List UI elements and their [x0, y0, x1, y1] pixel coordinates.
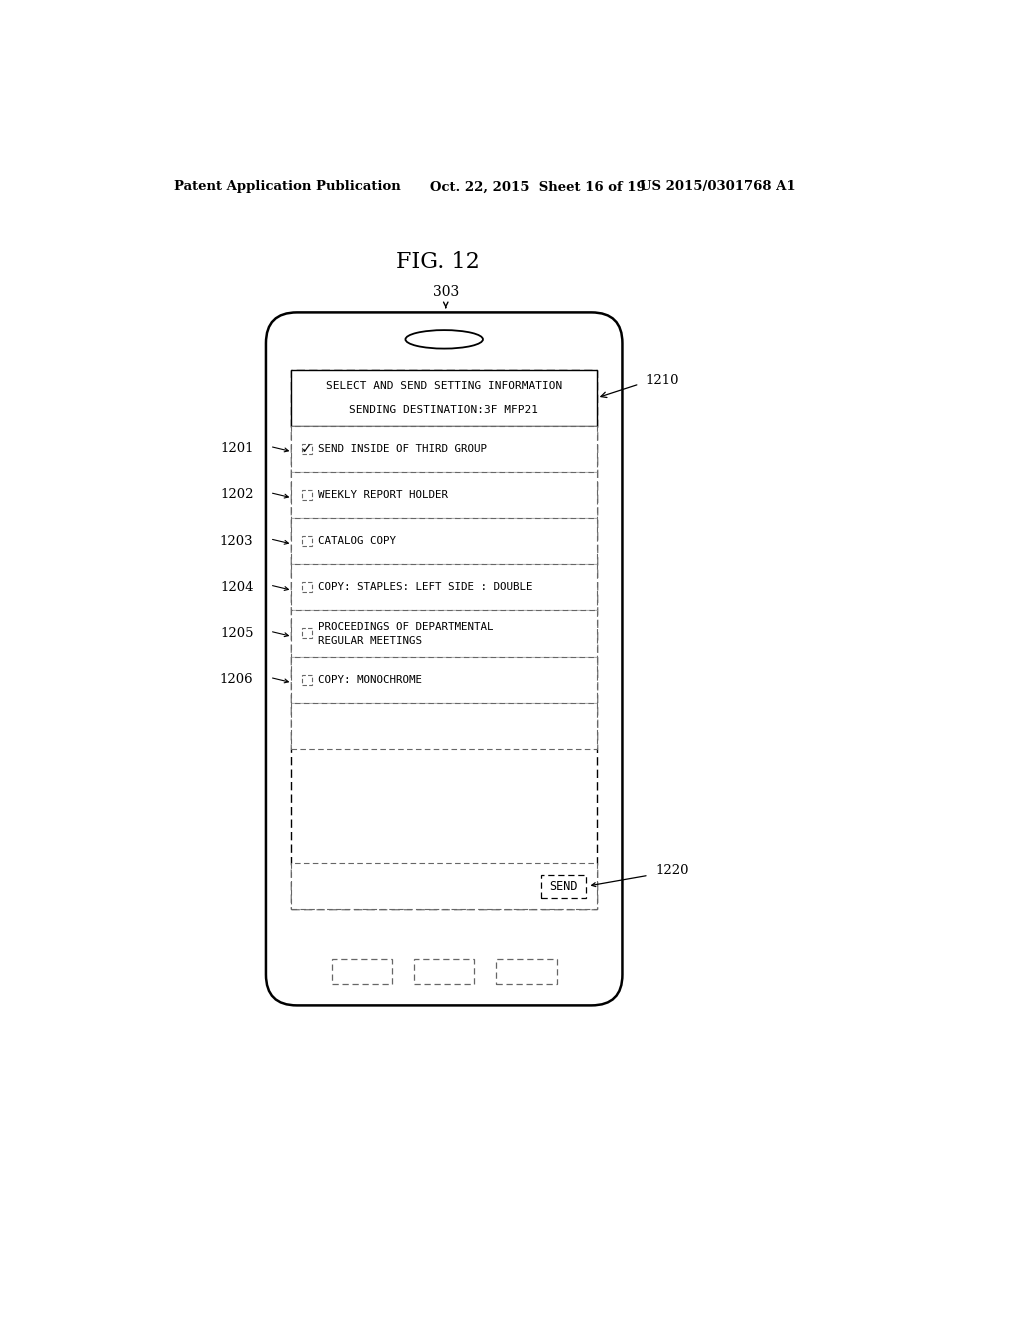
Text: ✓: ✓: [301, 442, 312, 455]
Bar: [291, 863, 597, 909]
Text: 1210: 1210: [646, 375, 679, 388]
Bar: [291, 610, 597, 656]
Text: Oct. 22, 2015  Sheet 16 of 19: Oct. 22, 2015 Sheet 16 of 19: [430, 181, 646, 194]
Text: SENDING DESTINATION:3F MFP21: SENDING DESTINATION:3F MFP21: [349, 405, 539, 416]
Text: WEEKLY REPORT HOLDER: WEEKLY REPORT HOLDER: [317, 490, 447, 500]
Bar: [291, 425, 597, 471]
Bar: [302, 675, 311, 685]
Bar: [414, 960, 474, 983]
Text: 1205: 1205: [220, 627, 254, 640]
FancyBboxPatch shape: [266, 313, 623, 1006]
Text: REGULAR MEETINGS: REGULAR MEETINGS: [317, 636, 422, 647]
Text: 1201: 1201: [220, 442, 254, 455]
Text: COPY: MONOCHROME: COPY: MONOCHROME: [317, 675, 422, 685]
Text: CATALOG COPY: CATALOG COPY: [317, 536, 396, 546]
Bar: [302, 536, 311, 546]
Bar: [302, 582, 311, 593]
Bar: [332, 960, 392, 983]
Text: SEND INSIDE OF THIRD GROUP: SEND INSIDE OF THIRD GROUP: [317, 444, 486, 454]
Bar: [541, 874, 586, 898]
Bar: [291, 702, 597, 748]
Bar: [302, 628, 311, 639]
Bar: [291, 564, 597, 610]
Bar: [291, 471, 597, 517]
Bar: [291, 517, 597, 564]
Bar: [302, 490, 311, 500]
Bar: [291, 370, 597, 425]
Ellipse shape: [406, 330, 483, 348]
Text: 1206: 1206: [220, 673, 254, 686]
Text: SEND: SEND: [549, 879, 578, 892]
Text: US 2015/0301768 A1: US 2015/0301768 A1: [640, 181, 795, 194]
Bar: [291, 370, 597, 909]
Text: 1202: 1202: [220, 488, 254, 502]
Text: Patent Application Publication: Patent Application Publication: [174, 181, 401, 194]
Bar: [302, 444, 311, 454]
Bar: [496, 960, 557, 983]
Text: 1203: 1203: [220, 535, 254, 548]
Text: PROCEEDINGS OF DEPARTMENTAL: PROCEEDINGS OF DEPARTMENTAL: [317, 622, 494, 631]
Text: 303: 303: [432, 285, 459, 298]
Text: FIG. 12: FIG. 12: [396, 251, 480, 273]
Text: 1204: 1204: [220, 581, 254, 594]
Bar: [291, 656, 597, 702]
Text: COPY: STAPLES: LEFT SIDE : DOUBLE: COPY: STAPLES: LEFT SIDE : DOUBLE: [317, 582, 532, 593]
Text: SELECT AND SEND SETTING INFORMATION: SELECT AND SEND SETTING INFORMATION: [326, 380, 562, 391]
Text: 1220: 1220: [655, 865, 688, 878]
